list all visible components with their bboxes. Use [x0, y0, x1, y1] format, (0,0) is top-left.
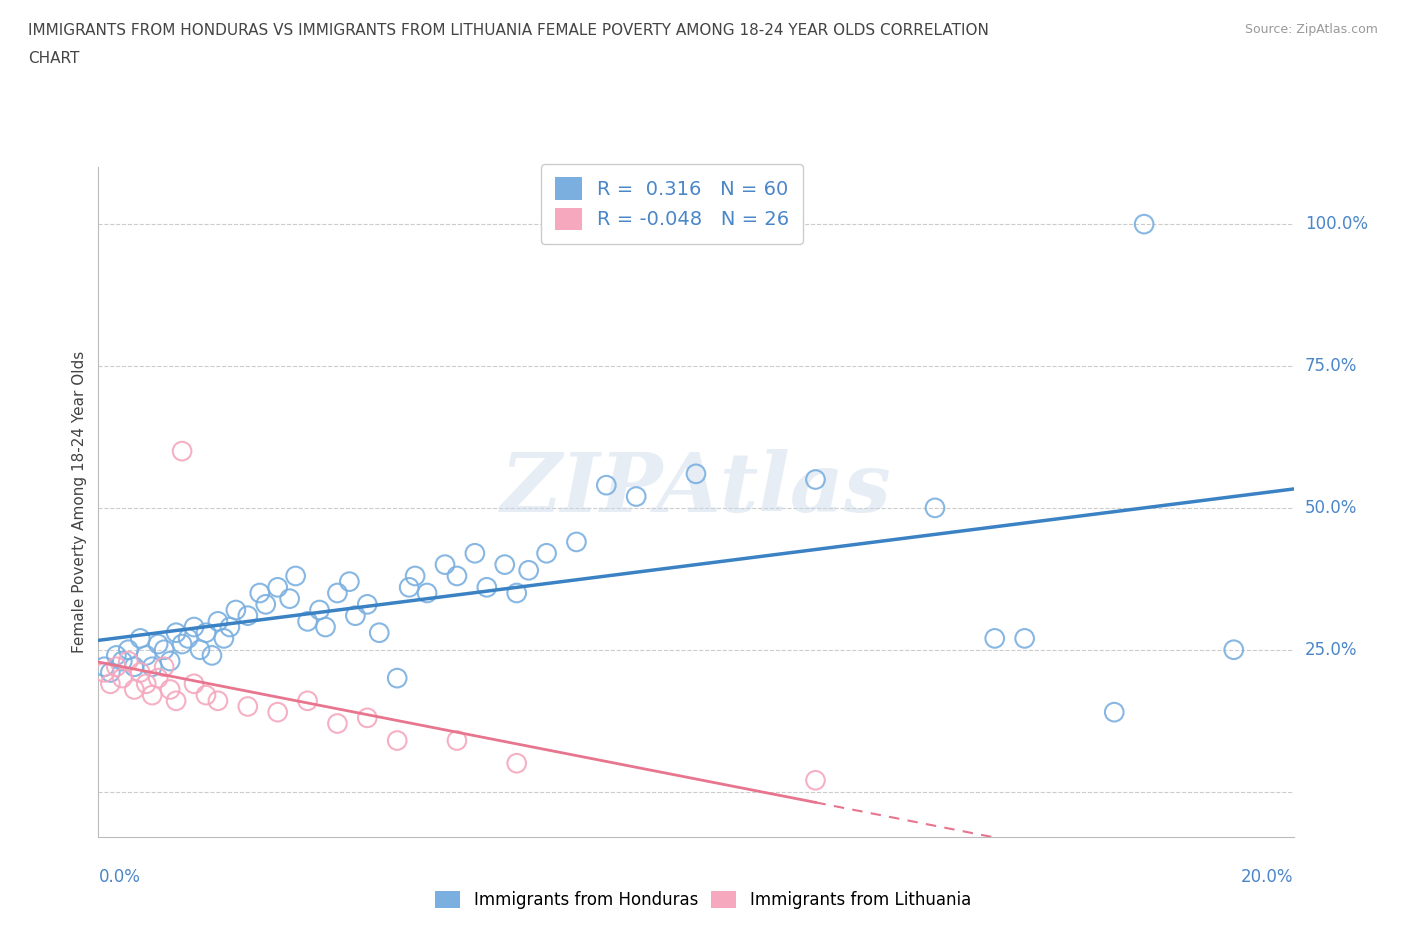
Text: IMMIGRANTS FROM HONDURAS VS IMMIGRANTS FROM LITHUANIA FEMALE POVERTY AMONG 18-24: IMMIGRANTS FROM HONDURAS VS IMMIGRANTS F… [28, 23, 988, 38]
Point [98, 676, 122, 691]
Point [356, 597, 378, 612]
Point [278, 591, 301, 606]
Text: 75.0%: 75.0% [1305, 357, 1357, 375]
Point [172, 444, 194, 458]
Point [446, 568, 468, 583]
Point [339, 574, 360, 589]
Point [124, 659, 146, 674]
Point [111, 654, 134, 669]
Point [165, 694, 187, 709]
Point [194, 625, 218, 640]
Point [129, 665, 152, 680]
Point [284, 568, 307, 583]
Point [105, 648, 128, 663]
Point [804, 773, 827, 788]
Point [141, 659, 163, 674]
Point [153, 643, 176, 658]
Point [475, 580, 498, 595]
Point [267, 580, 290, 595]
Point [135, 676, 157, 691]
Point [297, 614, 319, 629]
Text: Source: ZipAtlas.com: Source: ZipAtlas.com [1244, 23, 1378, 36]
Point [1223, 643, 1246, 658]
Text: 0.0%: 0.0% [98, 868, 141, 885]
Point [595, 478, 617, 493]
Text: 25.0%: 25.0% [1305, 641, 1357, 658]
Point [308, 603, 330, 618]
Point [236, 608, 259, 623]
Point [141, 687, 163, 702]
Point [297, 694, 319, 709]
Point [398, 580, 420, 595]
Point [183, 676, 205, 691]
Point [159, 682, 181, 697]
Point [506, 586, 529, 601]
Point [1014, 631, 1036, 645]
Point [446, 733, 468, 748]
Point [506, 756, 529, 771]
Point [344, 608, 367, 623]
Text: ZIPAtlas: ZIPAtlas [501, 449, 891, 529]
Point [536, 546, 558, 561]
Point [159, 654, 181, 669]
Point [129, 631, 152, 645]
Point [315, 619, 337, 634]
Point [177, 631, 200, 645]
Point [225, 603, 247, 618]
Point [1104, 705, 1126, 720]
Point [249, 586, 271, 601]
Y-axis label: Female Poverty Among 18-24 Year Olds: Female Poverty Among 18-24 Year Olds [72, 352, 87, 654]
Point [219, 619, 242, 634]
Point [1133, 217, 1156, 232]
Point [117, 643, 139, 658]
Point [326, 716, 349, 731]
Point [111, 671, 134, 685]
Point [494, 557, 516, 572]
Point [924, 500, 946, 515]
Point [267, 705, 290, 720]
Point [93, 659, 115, 674]
Text: 50.0%: 50.0% [1305, 498, 1357, 517]
Text: 100.0%: 100.0% [1305, 215, 1368, 233]
Point [148, 637, 170, 652]
Point [368, 625, 391, 640]
Point [983, 631, 1005, 645]
Point [565, 535, 588, 550]
Point [148, 671, 170, 685]
Point [385, 671, 409, 685]
Point [356, 711, 378, 725]
Text: CHART: CHART [28, 51, 80, 66]
Point [124, 682, 146, 697]
Point [326, 586, 349, 601]
Point [685, 466, 707, 481]
Point [93, 665, 115, 680]
Legend: Immigrants from Honduras, Immigrants from Lithuania: Immigrants from Honduras, Immigrants fro… [427, 883, 979, 917]
Point [804, 472, 827, 487]
Point [207, 614, 229, 629]
Point [165, 625, 187, 640]
Point [172, 637, 194, 652]
Point [105, 659, 128, 674]
Point [517, 563, 540, 578]
Point [183, 619, 205, 634]
Point [201, 648, 224, 663]
Point [624, 489, 647, 504]
Point [385, 733, 409, 748]
Point [404, 568, 426, 583]
Point [153, 659, 176, 674]
Point [464, 546, 486, 561]
Point [434, 557, 457, 572]
Point [98, 665, 122, 680]
Point [416, 586, 439, 601]
Point [236, 699, 259, 714]
Point [207, 694, 229, 709]
Point [254, 597, 277, 612]
Point [194, 687, 218, 702]
Legend: R =  0.316   N = 60, R = -0.048   N = 26: R = 0.316 N = 60, R = -0.048 N = 26 [541, 164, 803, 244]
Point [188, 643, 211, 658]
Point [212, 631, 235, 645]
Point [135, 648, 157, 663]
Point [117, 654, 139, 669]
Text: 20.0%: 20.0% [1241, 868, 1294, 885]
